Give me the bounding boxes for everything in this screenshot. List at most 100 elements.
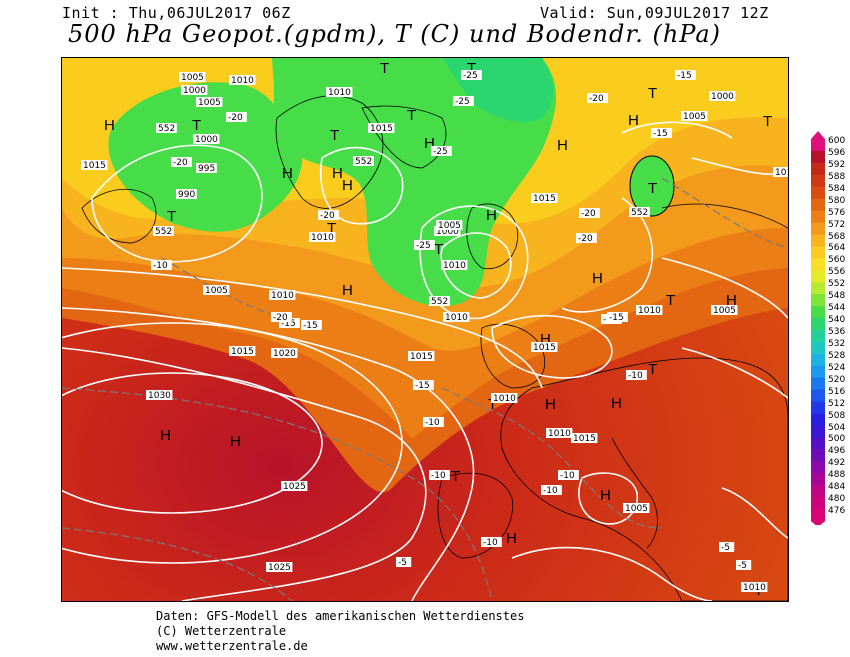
isobar-label: 1025 [268,563,291,573]
trough-greenland-west [108,82,303,232]
scale-level-label: 508 [828,410,846,421]
scale-bar [811,131,825,527]
isobar-label-bg [681,111,708,121]
low-center: T [763,113,772,130]
low-center: T [451,468,460,485]
scale-level-label: 484 [828,482,846,493]
temperature-label: -20 [578,234,593,244]
isobar-label-bg [773,167,788,177]
high-center: H [545,396,556,413]
isobar-label-bg [441,260,468,270]
init-time: Init : Thu,06JUL2017 06Z [62,4,291,22]
temperature-label: -15 [653,129,668,139]
scale-level-label: 504 [828,422,846,433]
temperature-label-bg [576,233,597,243]
isobar-label-bg [408,351,435,361]
low-center: T [488,396,497,413]
scale-swatch [811,485,825,498]
scale-arrow-bottom [811,521,825,527]
map-title: 500 hPa Geopot.(gpdm), T (C) und Bodendr… [68,20,722,48]
high-center: H [282,165,293,182]
isobar-label: 1005 [205,286,228,296]
footer: Daten: GFS-Modell des amerikanischen Wet… [156,609,524,654]
isobar-labels: 1005 101010001005101010151030995990100010… [81,70,788,593]
high-center: H [557,137,568,154]
scale-level-label: 516 [828,386,846,397]
geopotential-label-bg [153,226,174,236]
low-center: T [648,85,657,102]
isobar-label: 1005 [181,73,204,83]
geopotential-label: 552 [631,208,648,218]
scale-level-label: 548 [828,291,846,302]
temperature-label: -10 [560,471,575,481]
high-center: H [592,270,603,287]
isobar-label-bg [636,305,663,315]
temperature-label: -15 [281,319,296,329]
low-center: T [666,292,675,309]
isobar-label-bg [741,582,768,592]
isobar-label-bg [623,503,650,513]
scale-swatch [811,306,825,319]
weather-map[interactable]: H T T T H H H T T T H T T H H H H T T T … [61,57,789,602]
geopotential-label-bg [353,156,374,166]
scale-swatch [811,413,825,426]
low-center: T [434,241,443,258]
isobar-label: 1030 [148,391,171,401]
isobar-label: 1010 [548,429,571,439]
temperature-label-bg [541,485,562,495]
color-scale: 600 596 592 588 584 580 576 572 568 564 560 556 552 5… [811,131,850,527]
temperature-label: -5 [721,543,730,553]
isobar-label: 1010 [775,168,788,178]
scale-swatch [811,449,825,462]
temperature-label-bg [461,70,482,80]
geopotential-label: 552 [158,124,175,134]
geopotential-label: 552 [355,157,372,167]
scale-swatch [811,174,825,188]
temperature-label-bg [171,157,192,167]
isobar-label-bg [436,220,463,230]
temperature-label: -15 [677,71,692,81]
low-center: T [648,361,657,378]
scale-level-label: 496 [828,446,846,457]
isobar-label-bg [711,305,738,315]
isobar-label: 1010 [311,233,334,243]
scale-level-label: 564 [828,243,846,254]
isobar-label: 1015 [370,124,393,134]
temperature-label-bg [226,112,247,122]
isobar-label: 990 [178,190,195,200]
temperature-label: -15 [415,381,430,391]
temperature-label: -10 [543,486,558,496]
isobar-label-bg [368,123,395,133]
scale-swatch [811,401,825,415]
trough-central [272,58,557,307]
isobar-label-bg [491,393,518,403]
temperature-label-bg [626,370,647,380]
scale-swatch [811,330,825,343]
isobar-label-bg [179,72,206,82]
scale-swatch [811,473,825,486]
scale-level-label: 488 [828,470,846,481]
scale-swatch [811,294,825,307]
scale-arrow-top [811,131,825,139]
temperature-label-bg [429,470,450,480]
temperature-label: -20 [228,113,243,123]
isobar-label-bg [434,226,461,236]
isobar-label: 1015 [410,352,433,362]
isobar-label-bg [203,285,230,295]
isobar-label: 1000 [195,135,218,145]
high-center: H [424,135,435,152]
scale-swatch [811,365,825,379]
pressure-centers: H T T T H H H T T T H T T H H H H T T T … [104,60,772,599]
isobar-label: 1010 [493,394,516,404]
scale-swatch [811,509,825,522]
isobar-label-bg [229,75,256,85]
isobar-label-bg [309,232,336,242]
scale-swatch [811,162,825,176]
isobar-label: 1010 [443,261,466,271]
high-center: H [726,292,737,309]
footer-url[interactable]: www.wetterzentrale.de [156,639,308,653]
scale-level-label: 584 [828,183,846,194]
scale-level-label: 528 [828,350,846,361]
temperature-label: -5 [398,558,407,568]
temperature-label: -10 [425,418,440,428]
